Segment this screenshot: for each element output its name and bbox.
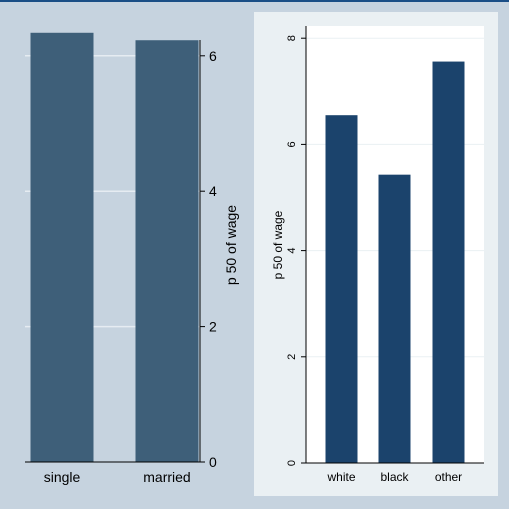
left-category-label: married xyxy=(143,469,190,485)
left-bar-single xyxy=(30,32,94,462)
left-bar-married xyxy=(135,40,199,462)
right-y-tick-label: 4 xyxy=(286,248,298,254)
right-y-ticks: 0 2 4 6 8 xyxy=(286,35,306,466)
right-bars xyxy=(325,61,465,464)
left-x-labels: single married xyxy=(44,469,191,485)
left-bars xyxy=(30,32,199,462)
right-category-label: white xyxy=(326,470,355,484)
left-y-tick-label: 4 xyxy=(209,183,217,199)
left-y-tick-label: 6 xyxy=(209,48,217,64)
left-y-ticks: 0 2 4 6 xyxy=(200,48,217,470)
right-chart: 0 2 4 6 8 white black other p 50 of wage xyxy=(254,12,498,496)
right-category-label: other xyxy=(435,470,462,484)
left-y-tick-label: 0 xyxy=(209,454,217,470)
right-y-tick-label: 6 xyxy=(286,141,298,147)
right-bar-other xyxy=(432,61,465,464)
right-y-tick-label: 2 xyxy=(286,354,298,360)
right-x-labels: white black other xyxy=(326,470,462,484)
right-bar-white xyxy=(325,115,358,463)
left-chart: 0 2 4 6 single married p 50 of wage xyxy=(25,32,239,485)
right-bar-black xyxy=(378,174,411,464)
right-y-tick-label: 8 xyxy=(286,35,298,41)
left-y-tick-label: 2 xyxy=(209,319,217,335)
right-y-tick-label: 0 xyxy=(286,460,298,466)
left-category-label: single xyxy=(44,469,81,485)
left-y-axis-title: p 50 of wage xyxy=(223,205,239,285)
right-category-label: black xyxy=(380,470,409,484)
top-border xyxy=(0,0,509,2)
right-y-axis-title: p 50 of wage xyxy=(271,210,285,279)
